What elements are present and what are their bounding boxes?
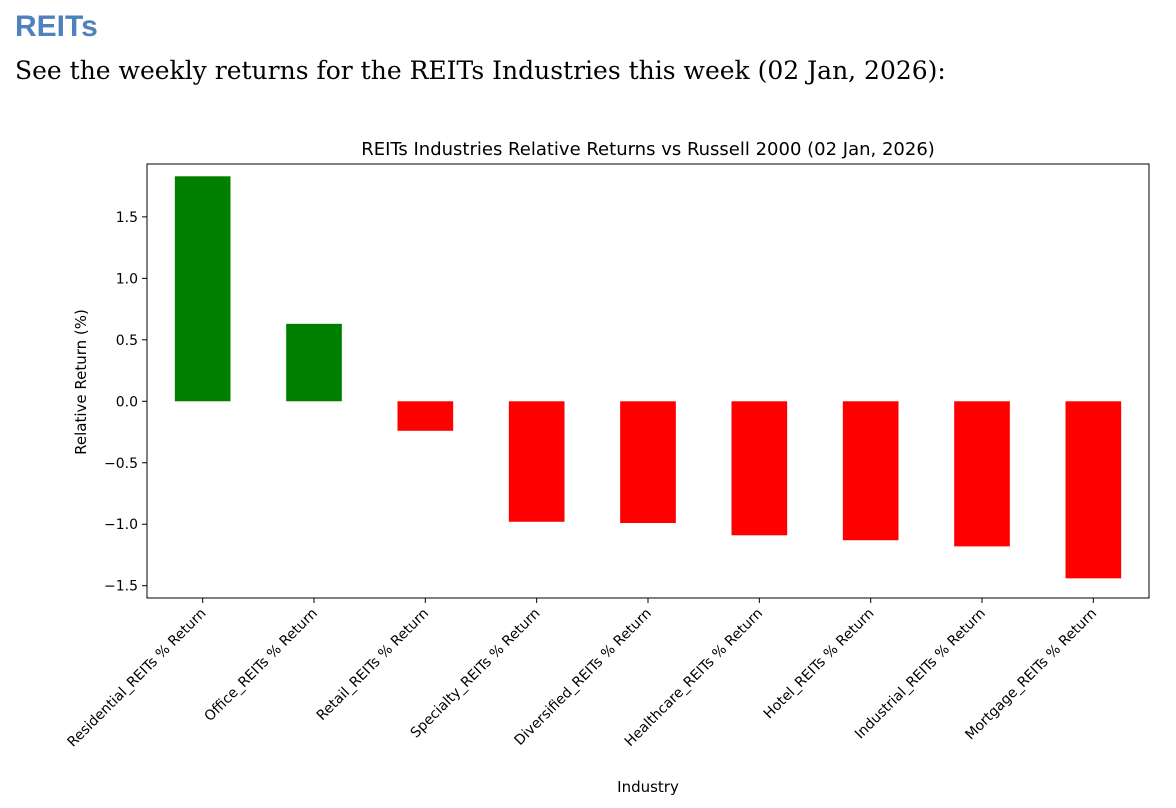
- intro-text: See the weekly returns for the REITs Ind…: [15, 56, 946, 85]
- y-tick-label: 1.5: [116, 210, 138, 226]
- y-tick-label: 0.0: [116, 394, 138, 410]
- bar: [1065, 401, 1122, 579]
- bar: [954, 401, 1010, 547]
- y-tick-label: −0.5: [104, 456, 138, 472]
- y-tick-label: 1.0: [116, 271, 138, 287]
- bar: [620, 401, 676, 524]
- x-tick-label: Retail_REITs % Return: [314, 606, 432, 724]
- plot-frame: [146, 163, 1150, 599]
- x-tick-label: Mortgage_REITs % Return: [962, 606, 1100, 744]
- y-axis-label: Relative Return (%): [72, 309, 90, 455]
- bar: [842, 401, 899, 541]
- bar: [174, 176, 231, 402]
- bar: [508, 401, 565, 522]
- x-tick-label: Office_REITs % Return: [201, 606, 320, 725]
- x-tick-label: Residential_REITs % Return: [65, 606, 210, 751]
- page-heading: REITs: [15, 10, 98, 43]
- x-tick-label: Specialty_REITs % Return: [408, 606, 544, 742]
- y-axis: 1.5 1.0 0.5 0.0 −0.5 −1.0 −1.5: [104, 210, 147, 595]
- y-tick-label: −1.0: [104, 517, 138, 533]
- bar: [397, 401, 454, 431]
- bar: [286, 323, 342, 402]
- y-tick-label: −1.5: [104, 579, 138, 595]
- x-axis-label: Industry: [617, 778, 679, 796]
- y-tick-label: 0.5: [116, 333, 138, 349]
- x-tick-label: Hotel_REITs % Return: [761, 606, 878, 723]
- bars-layer: [174, 176, 1122, 579]
- chart-title: REITs Industries Relative Returns vs Rus…: [361, 139, 935, 160]
- bar: [731, 401, 788, 536]
- x-tick-label: Industrial_REITs % Return: [852, 606, 989, 743]
